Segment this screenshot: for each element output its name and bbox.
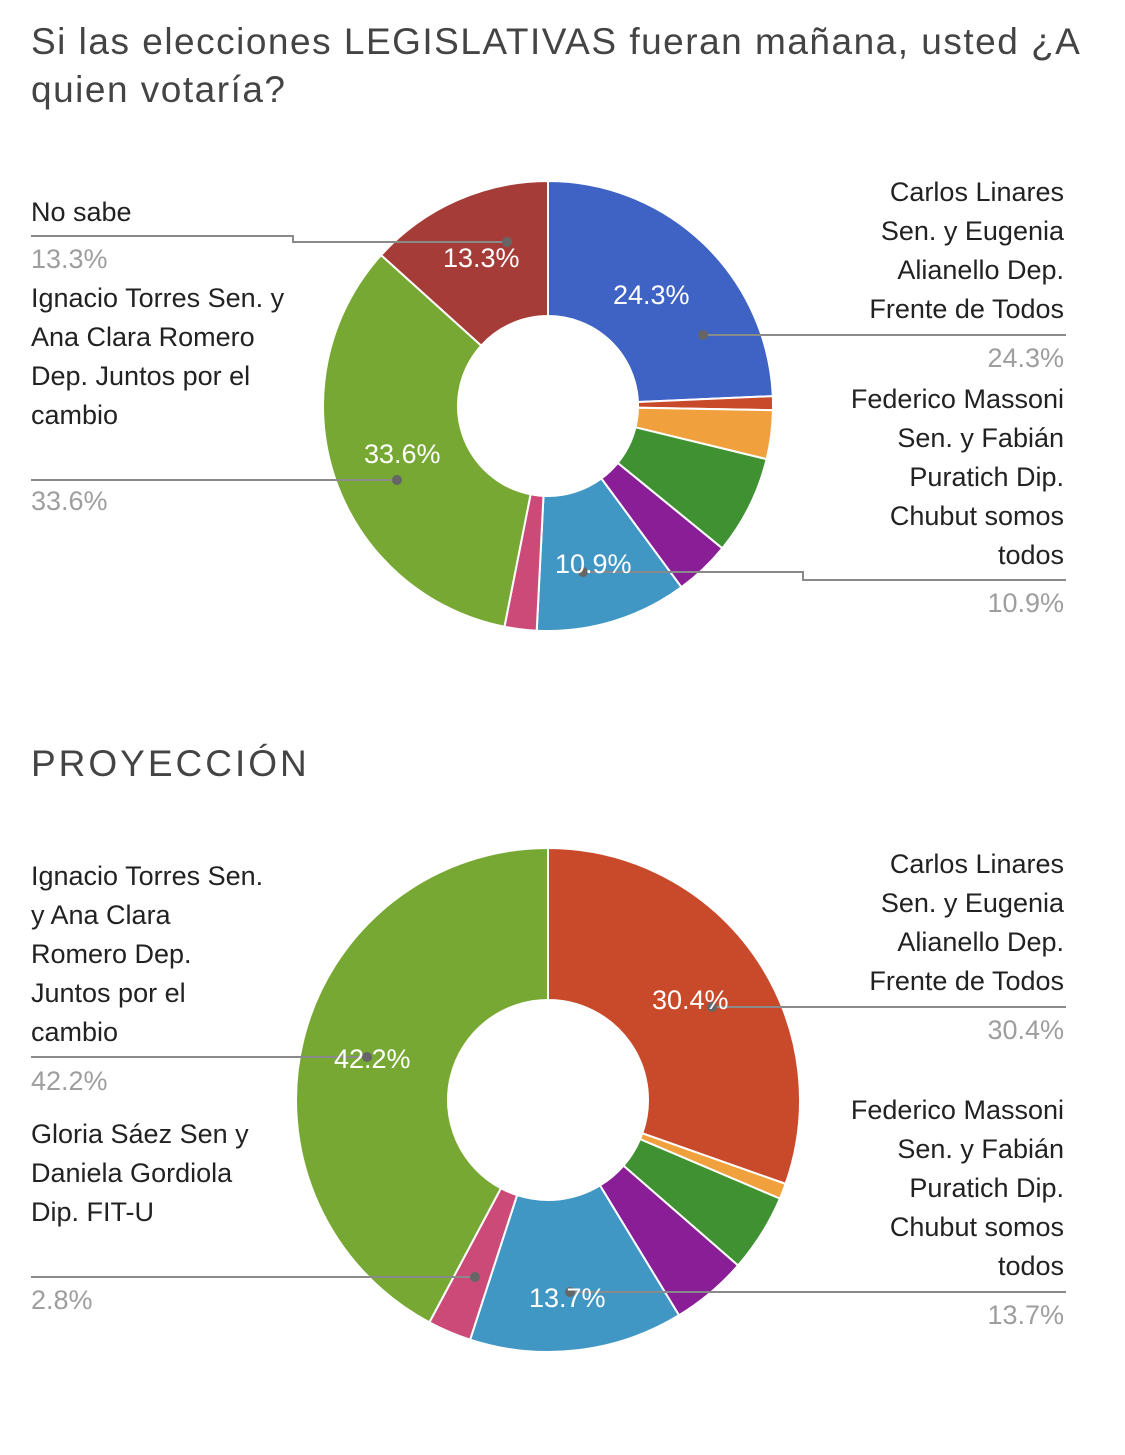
- chart-1-title: Si las elecciones LEGISLATIVAS fueran ma…: [31, 21, 1080, 110]
- c1-inner-linares: 24.3%: [613, 280, 690, 310]
- c2-label-massoni: Federico Massoni Sen. y Fabián Puratich …: [850, 1095, 1064, 1281]
- c1-label-torres: Ignacio Torres Sen. y Ana Clara Romero D…: [31, 283, 285, 430]
- callout-dot-5: [470, 1272, 480, 1282]
- c1-pct-no-sabe: 13.3%: [31, 244, 108, 274]
- c1-label-no-sabe: No sabe: [31, 197, 132, 227]
- c1-pct-torres: 33.6%: [31, 486, 108, 516]
- c2-label-torres: Ignacio Torres Sen. y Ana Clara Romero D…: [31, 861, 264, 1047]
- c1-label-linares: Carlos Linares Sen. y Eugenia Alianello …: [869, 177, 1064, 324]
- callout-line-0: [31, 235, 507, 243]
- callout-dot-3: [578, 567, 588, 577]
- c1-inner-no-sabe: 13.3%: [443, 243, 520, 273]
- chart-2-slice-4: [468, 1184, 681, 1353]
- c1-pct-linares: 24.3%: [987, 343, 1064, 373]
- c1-pct-massoni: 10.9%: [987, 588, 1064, 618]
- chart-1-slice-7: [322, 253, 532, 628]
- c2-inner-massoni: 13.7%: [529, 1283, 606, 1313]
- c2-pct-torres: 42.2%: [31, 1066, 108, 1096]
- c1-label-massoni: Federico Massoni Sen. y Fabián Puratich …: [850, 384, 1064, 570]
- chart-1-slice-0: [547, 179, 774, 404]
- c2-pct-massoni: 13.7%: [987, 1300, 1064, 1330]
- callout-dot-2: [698, 330, 708, 340]
- c2-label-saez: Gloria Sáez Sen y Daniela Gordiola Dip. …: [31, 1119, 249, 1227]
- c2-pct-saez: 2.8%: [31, 1285, 93, 1315]
- callout-dot-1: [392, 475, 402, 485]
- c2-pct-linares: 30.4%: [987, 1015, 1064, 1045]
- chart-2-slice-0: [547, 846, 801, 1186]
- c2-inner-torres: 42.2%: [334, 1044, 411, 1074]
- c2-label-linares: Carlos Linares Sen. y Eugenia Alianello …: [869, 849, 1064, 996]
- callout-dot-4: [362, 1052, 372, 1062]
- callout-dot-0: [502, 237, 512, 247]
- chart-2-title: PROYECCIÓN: [31, 743, 310, 784]
- chart-2-slice-6: [295, 846, 549, 1324]
- c1-inner-massoni: 10.9%: [555, 549, 632, 579]
- c2-inner-linares: 30.4%: [652, 985, 729, 1015]
- callout-dot-6: [707, 1002, 717, 1012]
- callout-line-3: [583, 571, 1066, 581]
- c1-inner-torres: 33.6%: [364, 439, 441, 469]
- chart-1-slice-5: [535, 477, 683, 632]
- callout-dot-7: [565, 1287, 575, 1297]
- chart-1-slice-8: [379, 179, 549, 348]
